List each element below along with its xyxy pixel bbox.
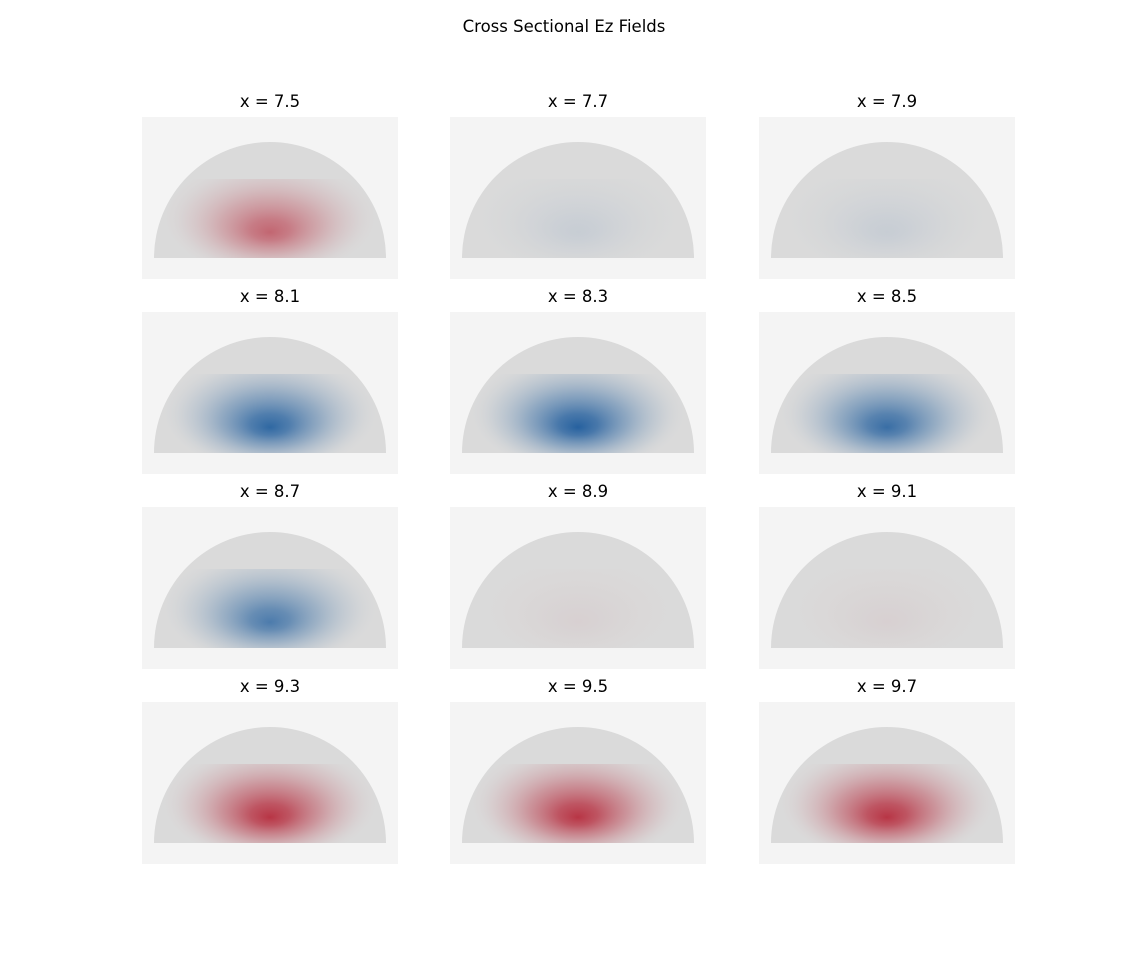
panel-title: x = 9.1 [856,482,918,501]
panel-title: x = 9.7 [856,677,918,696]
panel-plot [759,312,1015,474]
panel-title: x = 9.3 [239,677,301,696]
field-intensity [462,569,694,648]
field-intensity [462,374,694,453]
field-intensity [154,569,386,648]
panel-title: x = 8.7 [239,482,301,501]
panel-title: x = 8.3 [547,287,609,306]
panel-plot [450,702,706,864]
panel-plot [450,117,706,279]
field-intensity [771,569,1003,648]
panel-plot [450,312,706,474]
field-intensity [154,374,386,453]
panel-title: x = 8.9 [547,482,609,501]
field-intensity [771,374,1003,453]
panel-title: x = 8.5 [856,287,918,306]
panel-plot [759,507,1015,669]
panel-title: x = 7.9 [856,92,918,111]
panel-title: x = 7.7 [547,92,609,111]
panel-plot [759,117,1015,279]
panel-plot [450,507,706,669]
panel-title: x = 8.1 [239,287,301,306]
field-intensity [462,764,694,843]
panel-title: x = 9.5 [547,677,609,696]
panel-plot [142,312,398,474]
panel-title: x = 7.5 [239,92,301,111]
panel-plot [142,117,398,279]
field-intensity [771,179,1003,258]
field-intensity [154,764,386,843]
panel-plot [759,702,1015,864]
field-intensity [771,764,1003,843]
figure-title: Cross Sectional Ez Fields [462,17,666,36]
panel-plot [142,507,398,669]
panel-plot [142,702,398,864]
field-intensity [462,179,694,258]
field-intensity [154,179,386,258]
